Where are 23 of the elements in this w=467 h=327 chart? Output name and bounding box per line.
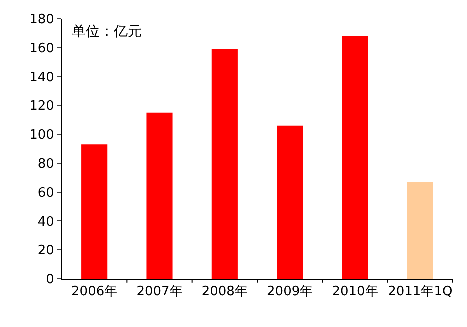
bar (277, 126, 304, 279)
x-tick-label: 2009年 (267, 284, 314, 300)
x-tick-label: 2006年 (72, 284, 118, 300)
bar (82, 144, 108, 279)
x-tick-label: 2008年 (202, 284, 248, 300)
y-tick-label: 160 (30, 41, 54, 56)
bar (342, 36, 368, 279)
bar (146, 112, 173, 279)
y-tick-label: 60 (38, 186, 54, 201)
x-tick-label: 2011年1Q (388, 284, 453, 300)
y-tick-label: 80 (38, 156, 54, 172)
y-tick-label: 0 (46, 272, 54, 288)
annotation: 单位：亿元 (72, 24, 142, 40)
x-tick-label: 2007年 (136, 284, 183, 300)
y-tick-label: 140 (30, 70, 54, 86)
y-tick-label: 100 (30, 128, 54, 144)
y-tick-label: 40 (38, 214, 54, 230)
y-tick-label: 180 (30, 12, 54, 28)
y-tick-label: 20 (38, 244, 54, 259)
bar (212, 49, 238, 279)
bar (407, 182, 434, 279)
x-tick-label: 2010年 (332, 284, 378, 300)
y-tick-label: 120 (30, 99, 54, 114)
